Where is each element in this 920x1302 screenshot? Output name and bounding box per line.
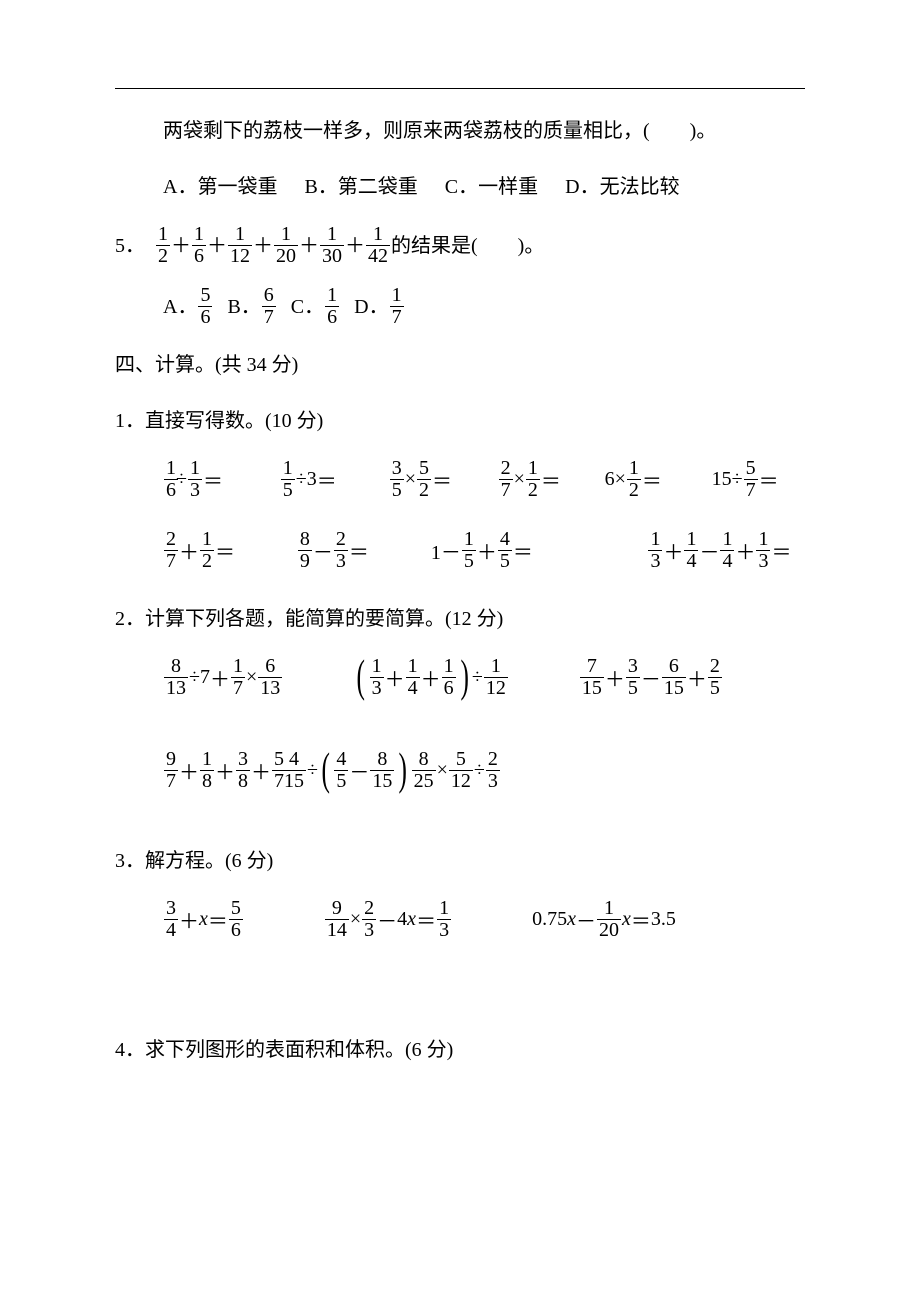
fraction: 27 (164, 529, 178, 572)
q4-tail-text: 两袋剩下的荔枝一样多，则原来两袋荔枝的质量相比，( )。 (163, 120, 716, 142)
calc-cell: 13＋14－14＋13＝ (647, 529, 805, 572)
p2-e1-div: 7 (200, 666, 210, 689)
content-area: 两袋剩下的荔枝一样多，则原来两袋荔枝的质量相比，( )。 A．第一袋重 B．第二… (115, 112, 805, 1087)
section4-title: 四、计算。(共 34 分) (115, 346, 805, 384)
p3-e2-coef: 4 (397, 908, 407, 931)
calc-cell: 16÷13＝ (163, 458, 280, 501)
fraction: 52 (417, 458, 431, 501)
fraction: 13 (648, 529, 662, 572)
fraction: 16 (164, 458, 178, 501)
q5-opt-d-label: D． (354, 288, 388, 326)
fraction: 89 (298, 529, 312, 572)
fraction: 13 (188, 458, 202, 501)
p2-title: 2．计算下列各题，能简算的要简算。(12 分) (115, 600, 805, 638)
p2-e3: 715＋ 35－ 615＋ 25 (579, 656, 723, 699)
q5-expression: 12＋16＋112＋120＋130＋142 (155, 224, 391, 267)
fraction: 12 (200, 529, 214, 572)
p2-e1: 813 ÷7＋ 17× 613 (163, 656, 283, 699)
q4-opt-d: D．无法比较 (565, 176, 679, 198)
fraction: 12 (526, 458, 540, 501)
p2-row1: 813 ÷7＋ 17× 613 ( 13＋ 14＋ 16 )÷ 112 715＋… (163, 656, 805, 699)
q5-options: A． 56 B． 67 C． 16 D． 17 (115, 285, 805, 328)
fraction: 16 (192, 224, 206, 267)
q5-opt-d: D． 17 (354, 285, 404, 328)
fraction: 142 (366, 224, 390, 267)
q5-opt-a-frac: 56 (198, 285, 212, 328)
fraction: 120 (274, 224, 298, 267)
q5-tail: 的结果是( )。 (391, 227, 544, 265)
fraction: 12 (627, 458, 641, 501)
calc-cell: 35×52＝ (389, 458, 498, 501)
q5-opt-b-label: B． (227, 288, 260, 326)
p3-e2: 914× 23－4x＝ 13 (324, 898, 452, 941)
q5-opt-a-label: A． (163, 288, 197, 326)
calc-cell: 27×12＝ (498, 458, 605, 501)
p3-e3-a: 0.75 (532, 908, 567, 931)
fraction: 15 (462, 529, 476, 572)
calc-cell: 15÷3＝ (280, 458, 389, 501)
q5-line: 5． 12＋16＋112＋120＋130＋142 的结果是( )。 (115, 224, 805, 267)
q5-opt-b: B． 67 (227, 285, 276, 328)
calc-cell: 27＋12＝ (163, 529, 297, 572)
p3-e3: 0.75x－ 120x＝3.5 (532, 898, 676, 941)
q5-opt-c-frac: 16 (325, 285, 339, 328)
p3-e1: 34＋x＝ 56 (163, 898, 244, 941)
p1-row1: 16÷13＝15÷3＝35×52＝27×12＝6×12＝15÷57＝ (163, 458, 805, 501)
q4-opt-b: B．第二袋重 (304, 176, 417, 198)
fraction: 13 (756, 529, 770, 572)
q4-tail-line: 两袋剩下的荔枝一样多，则原来两袋荔枝的质量相比，( )。 (115, 112, 805, 150)
p1-row2: 27＋12＝89－23＝1－15＋45＝13＋14－14＋13＝ (163, 529, 805, 572)
p3-e3-c: 3.5 (651, 908, 676, 931)
p3-title: 3．解方程。(6 分) (115, 842, 805, 880)
fraction: 15 (281, 458, 295, 501)
q5-opt-b-frac: 67 (262, 285, 276, 328)
q4-opt-a: A．第一袋重 (163, 176, 277, 198)
calc-cell: 15÷57＝ (712, 458, 805, 501)
fraction: 12 (156, 224, 170, 267)
q5-opt-c-label: C． (291, 288, 324, 326)
p2-row2: 97＋ 18＋ 38＋ 57 415÷ ( 45－ 815 ) 825× 512… (163, 749, 805, 792)
fraction: 14 (684, 529, 698, 572)
fraction: 57 (744, 458, 758, 501)
calc-cell: 6×12＝ (605, 458, 712, 501)
p2-e4: 97＋ 18＋ 38＋ 57 (163, 749, 287, 792)
fraction: 23 (334, 529, 348, 572)
fraction: 45 (498, 529, 512, 572)
q4-options: A．第一袋重 B．第二袋重 C．一样重 D．无法比较 (115, 168, 805, 206)
p2-e2: ( 13＋ 14＋ 16 )÷ 112 (353, 656, 509, 699)
q5-label: 5． (115, 227, 155, 265)
fraction: 112 (228, 224, 252, 267)
top-rule (115, 88, 805, 89)
q5-opt-a: A． 56 (163, 285, 213, 328)
p3-row: 34＋x＝ 56 914× 23－4x＝ 13 0.75x－ 120x＝3.5 (163, 898, 805, 941)
calc-cell: 1－15＋45＝ (431, 529, 648, 572)
p1-title: 1．直接写得数。(10 分) (115, 402, 805, 440)
fraction: 35 (390, 458, 404, 501)
q4-opt-c: C．一样重 (445, 176, 538, 198)
fraction: 130 (320, 224, 344, 267)
q5-opt-c: C． 16 (291, 285, 340, 328)
q5-opt-d-frac: 17 (390, 285, 404, 328)
fraction: 14 (720, 529, 734, 572)
p2-e5: 415÷ ( 45－ 815 ) 825× 512÷ 23 (281, 749, 501, 792)
calc-cell: 89－23＝ (297, 529, 431, 572)
fraction: 27 (499, 458, 513, 501)
p4-title: 4．求下列图形的表面积和体积。(6 分) (115, 1031, 805, 1069)
